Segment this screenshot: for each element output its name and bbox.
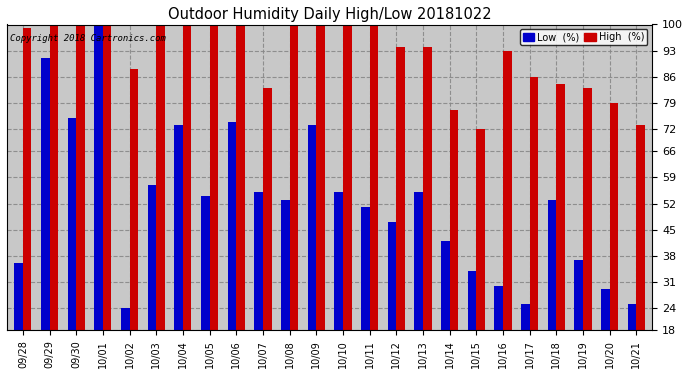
Bar — [495, 286, 503, 375]
Title: Outdoor Humidity Daily High/Low 20181022: Outdoor Humidity Daily High/Low 20181022 — [168, 7, 491, 22]
Bar — [228, 122, 236, 375]
Bar — [95, 24, 103, 375]
Bar — [396, 47, 405, 375]
Bar — [556, 84, 565, 375]
Bar — [183, 24, 192, 375]
Bar — [441, 241, 450, 375]
Bar — [636, 125, 645, 375]
Bar — [415, 192, 423, 375]
Bar — [281, 200, 290, 375]
Bar — [130, 69, 138, 375]
Bar — [468, 271, 476, 375]
Bar — [548, 200, 556, 375]
Bar — [503, 51, 511, 375]
Bar — [23, 28, 32, 375]
Bar — [77, 24, 85, 375]
Bar — [521, 304, 530, 375]
Bar — [361, 207, 370, 375]
Text: Copyright 2018 Cartronics.com: Copyright 2018 Cartronics.com — [10, 34, 166, 43]
Bar — [423, 47, 431, 375]
Bar — [601, 290, 610, 375]
Bar — [583, 88, 591, 375]
Bar — [41, 58, 50, 375]
Bar — [388, 222, 396, 375]
Bar — [68, 118, 77, 375]
Bar — [610, 103, 618, 375]
Bar — [263, 88, 271, 375]
Bar — [148, 185, 157, 375]
Bar — [50, 24, 58, 375]
Bar — [255, 192, 263, 375]
Bar — [210, 24, 218, 375]
Bar — [370, 24, 378, 375]
Bar — [157, 24, 165, 375]
Bar — [628, 304, 636, 375]
Bar — [450, 110, 458, 375]
Bar — [343, 24, 351, 375]
Bar — [290, 24, 298, 375]
Bar — [121, 308, 130, 375]
Bar — [335, 192, 343, 375]
Bar — [175, 125, 183, 375]
Bar — [308, 125, 316, 375]
Bar — [575, 260, 583, 375]
Legend: Low  (%), High  (%): Low (%), High (%) — [520, 29, 647, 45]
Bar — [530, 77, 538, 375]
Bar — [201, 196, 210, 375]
Bar — [476, 129, 485, 375]
Bar — [14, 263, 23, 375]
Bar — [316, 24, 325, 375]
Bar — [103, 24, 112, 375]
Bar — [236, 24, 245, 375]
